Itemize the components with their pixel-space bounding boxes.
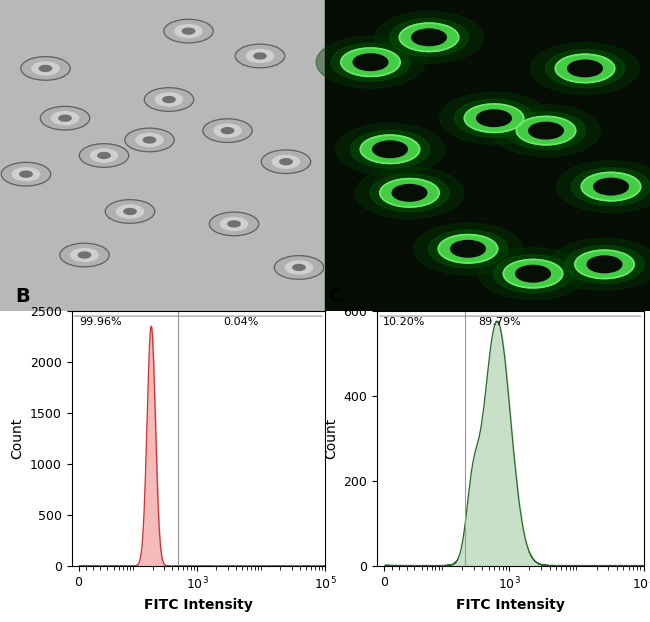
Text: 99.96%: 99.96% [79,317,122,327]
Circle shape [555,54,615,83]
Circle shape [60,243,109,267]
Circle shape [124,208,136,215]
Circle shape [516,116,576,145]
Y-axis label: Count: Count [324,418,338,459]
Circle shape [439,92,549,144]
Circle shape [182,28,195,34]
Circle shape [353,54,388,70]
Circle shape [280,159,292,165]
Circle shape [374,11,484,63]
Circle shape [285,261,313,274]
Circle shape [51,112,79,124]
Circle shape [438,234,498,263]
Circle shape [220,218,248,230]
Circle shape [316,36,425,88]
Circle shape [274,256,324,279]
Circle shape [399,23,459,52]
Text: 0.04%: 0.04% [224,317,259,327]
Circle shape [413,223,523,275]
Circle shape [331,44,410,81]
Circle shape [116,205,144,218]
Circle shape [105,200,155,223]
Circle shape [565,246,644,283]
Circle shape [380,179,439,207]
Circle shape [98,152,110,159]
Circle shape [503,259,563,288]
X-axis label: FITC Intensity: FITC Intensity [144,598,253,612]
Circle shape [478,248,588,300]
Y-axis label: Count: Count [10,418,24,459]
Circle shape [209,212,259,236]
Circle shape [587,256,622,272]
Circle shape [20,171,32,177]
Circle shape [235,44,285,68]
Circle shape [464,104,524,132]
Circle shape [136,134,163,146]
Bar [0,0,325,311]
Circle shape [214,124,241,137]
Bar [325,0,650,311]
Circle shape [79,144,129,167]
Circle shape [58,115,72,121]
Circle shape [556,160,650,213]
Circle shape [71,249,98,261]
Circle shape [261,150,311,174]
Circle shape [506,112,586,149]
Text: C: C [329,287,343,306]
Circle shape [78,252,90,258]
Circle shape [389,19,469,56]
Circle shape [392,185,427,201]
Circle shape [581,172,641,201]
Circle shape [32,62,59,75]
Circle shape [545,50,625,87]
Circle shape [428,230,508,267]
X-axis label: FITC Intensity: FITC Intensity [456,598,565,612]
Circle shape [476,110,512,126]
Circle shape [567,60,603,77]
Circle shape [528,123,564,139]
Circle shape [335,123,445,175]
Circle shape [370,174,449,211]
Circle shape [164,19,213,43]
Circle shape [162,96,176,103]
Circle shape [1,162,51,186]
Circle shape [12,168,40,180]
Circle shape [372,141,408,157]
Circle shape [593,179,629,195]
Circle shape [254,53,266,59]
Circle shape [143,137,156,143]
Circle shape [272,156,300,168]
Circle shape [450,241,486,257]
Circle shape [493,255,573,292]
Circle shape [40,106,90,130]
Circle shape [40,65,52,72]
Circle shape [454,100,534,137]
Circle shape [21,57,70,80]
Circle shape [90,149,118,162]
Circle shape [355,167,464,219]
Text: B: B [16,287,31,306]
Circle shape [491,104,601,157]
Text: 89.79%: 89.79% [478,317,521,327]
Circle shape [571,168,650,205]
Circle shape [360,135,420,164]
Circle shape [246,50,274,62]
Circle shape [575,250,634,279]
Circle shape [530,42,640,95]
Circle shape [125,128,174,152]
Circle shape [227,221,240,227]
Circle shape [550,238,650,290]
Circle shape [175,25,202,37]
Circle shape [221,128,234,134]
Circle shape [155,93,183,106]
Circle shape [341,48,400,77]
Circle shape [515,266,551,282]
Circle shape [350,131,430,168]
Text: 10.20%: 10.20% [382,317,424,327]
Circle shape [292,264,306,271]
Circle shape [144,88,194,111]
Circle shape [203,119,252,142]
Circle shape [411,29,447,45]
